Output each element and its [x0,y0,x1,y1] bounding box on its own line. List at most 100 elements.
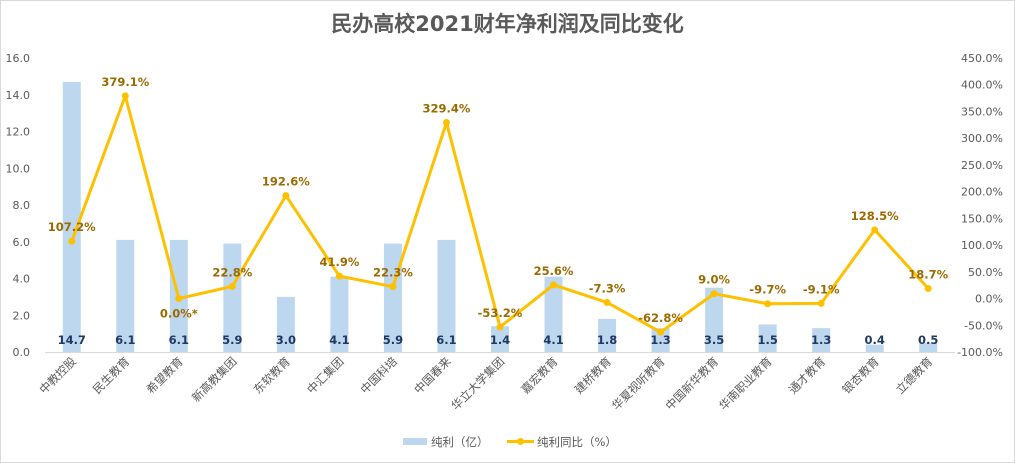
legend-bar-swatch [403,438,427,445]
legend-line-label: 纯利同比（%） [537,435,617,449]
growth-point [442,118,450,126]
growth-point [764,300,772,308]
growth-point [603,298,611,306]
right-axis-tick: 50.0% [968,266,1003,279]
growth-data-label: -62.8% [638,311,683,325]
left-axis-tick: 8.0 [13,199,31,212]
bar [223,243,242,352]
bar [758,324,777,352]
right-axis-tick: 350.0% [961,105,1003,118]
left-axis-tick: 10.0 [6,162,31,175]
growth-point [710,290,718,298]
category-label: 中教控股 [36,354,79,397]
growth-data-label: 128.5% [851,209,899,223]
growth-point [496,323,504,331]
right-axis-tick: 150.0% [961,212,1003,225]
growth-point [68,237,76,245]
category-label: 华南职业教育 [716,354,775,413]
bar-data-label: 1.8 [597,333,617,347]
bar-data-label: 1.5 [757,333,777,347]
growth-point [389,283,397,291]
bar [705,287,724,352]
category-label: 银杏教育 [839,354,881,396]
category-label: 新高教集团 [189,354,240,405]
bar [865,344,884,352]
right-axis-tick: 0.0% [975,293,1003,306]
right-axis-tick: 200.0% [961,186,1003,199]
legend-bar-label: 纯利（亿） [431,435,489,449]
right-axis-tick: 450.0% [961,52,1003,65]
bar [276,296,295,352]
growth-data-label: -9.1% [803,282,840,296]
right-axis-tick: 400.0% [961,79,1003,92]
category-label: 立德教育 [893,354,935,396]
left-axis-tick: 0.0 [13,346,31,359]
growth-point [924,285,932,293]
bar [116,239,135,352]
bar [544,276,563,352]
bar-data-label: 5.9 [383,333,403,347]
growth-point [121,92,129,100]
chart-title: 民办高校2021财年净利润及同比变化 [331,12,684,36]
growth-data-label: 22.3% [373,266,413,280]
category-label: 东软教育 [251,354,293,396]
left-axis-tick: 6.0 [13,236,31,249]
bar-data-label: 0.5 [918,333,938,347]
category-label: 华立大学集团 [448,354,507,413]
growth-line [70,94,930,334]
category-label: 通才教育 [786,354,828,396]
left-axis-tick: 14.0 [6,89,31,102]
growth-data-label: 22.8% [212,265,252,279]
growth-data-label: 25.6% [534,264,574,278]
bar-data-label: 14.7 [58,333,86,347]
right-axis-tick: -50.0% [964,319,1003,332]
bar-data-label: 6.1 [436,333,456,347]
bar [437,239,456,352]
growth-data-label: 379.1% [101,75,149,89]
bar-data-label: 1.4 [490,333,510,347]
growth-point [282,192,290,200]
right-axis-tick: 300.0% [961,132,1003,145]
growth-point [335,272,343,280]
growth-data-label: 18.7% [908,268,948,282]
growth-point [550,281,558,289]
bar [62,81,81,352]
category-label: 中国科培 [358,354,401,397]
left-axis-tick: 12.0 [6,126,31,139]
growth-point [871,226,879,234]
bar-data-label: 3.5 [704,333,724,347]
bar [491,326,509,352]
left-axis-tick: 16.0 [6,52,31,65]
growth-data-label: 329.4% [423,101,471,115]
bar-data-label: 6.1 [169,333,189,347]
bar-data-label: 0.4 [865,333,885,347]
category-label: 中国春来 [411,354,454,397]
growth-data-label: -53.2% [478,306,523,320]
growth-point [817,299,825,307]
growth-data-label: 107.2% [48,220,96,234]
growth-data-label: -9.7% [749,283,786,297]
bar [812,328,831,352]
category-label: 民生教育 [90,354,132,396]
bar [598,318,617,352]
category-label: 华夏视听教育 [609,354,668,413]
growth-data-label: 192.6% [262,175,310,189]
bar-data-label: 1.3 [811,333,831,347]
bar-data-label: 3.0 [276,333,296,347]
bar-data-label: 5.9 [222,333,242,347]
category-label: 建桥教育 [572,354,614,396]
growth-point [657,328,665,336]
right-axis-tick: 250.0% [961,159,1003,172]
bar [919,342,938,352]
category-label: 中国新华教育 [663,354,722,413]
right-axis-tick: 100.0% [961,239,1003,252]
legend-line-marker [517,438,524,445]
category-label: 嘉宏教育 [518,354,560,396]
growth-point [175,295,183,303]
growth-point [228,282,236,290]
left-axis-tick: 4.0 [13,273,31,286]
bar-data-label: 6.1 [115,333,135,347]
bar-data-label: 4.1 [329,333,349,347]
